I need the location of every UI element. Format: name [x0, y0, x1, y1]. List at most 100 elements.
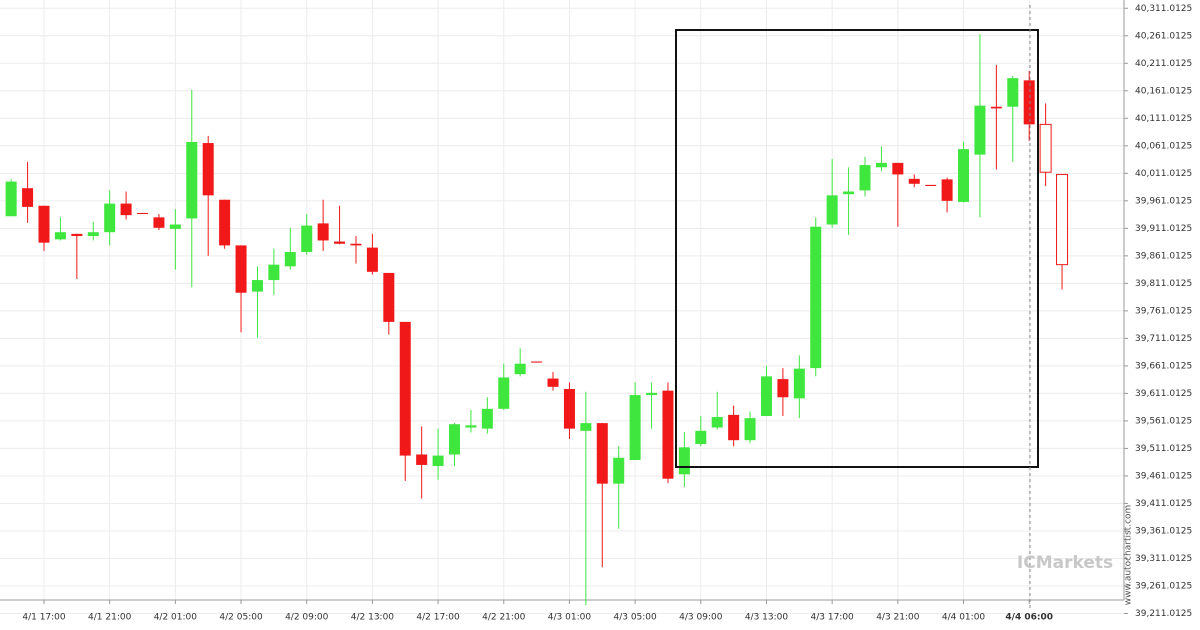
candle-body	[317, 223, 329, 241]
y-tick-label: 39,311.0125	[1135, 554, 1192, 564]
candle-body	[793, 368, 805, 399]
y-tick-label: 39,611.0125	[1135, 389, 1192, 399]
candle-body	[416, 454, 428, 465]
candle-body	[5, 181, 17, 217]
x-tick-label: 4/2 09:00	[285, 613, 329, 623]
candle-body	[71, 233, 83, 237]
y-tick-label: 40,311.0125	[1135, 4, 1192, 14]
x-tick-label: 4/2 21:00	[482, 613, 526, 623]
candle-body	[941, 179, 953, 201]
candle-body	[875, 162, 887, 168]
candle-body	[990, 106, 1002, 109]
candle-body	[366, 247, 378, 272]
x-tick-label: 4/2 17:00	[416, 613, 460, 623]
candle-body	[580, 423, 592, 431]
candle-body	[120, 203, 132, 216]
candle-body	[481, 408, 493, 429]
x-tick-label: 4/2 13:00	[351, 613, 395, 623]
x-tick-label: 4/2 05:00	[219, 613, 263, 623]
candle-body	[613, 457, 625, 484]
y-tick-label: 40,161.0125	[1135, 86, 1192, 96]
y-tick-label: 40,011.0125	[1135, 169, 1192, 179]
candle-body	[547, 378, 559, 387]
candle-body	[219, 199, 231, 246]
candle-body	[137, 212, 149, 215]
candle-body	[1007, 78, 1019, 107]
y-tick-label: 39,811.0125	[1135, 279, 1192, 289]
candle-body	[646, 392, 658, 396]
y-tick-label: 39,911.0125	[1135, 224, 1192, 234]
candle-body	[251, 280, 263, 292]
x-tick-label: 4/4 01:00	[942, 613, 986, 623]
candle-body	[810, 226, 822, 369]
candle-body	[514, 363, 526, 375]
pattern-box	[675, 29, 1039, 468]
candle-body	[301, 225, 313, 253]
candle-body	[235, 245, 247, 293]
candle-body	[87, 232, 99, 237]
candle-body	[1039, 123, 1052, 173]
x-tick-label: 4/4 06:00	[1005, 613, 1053, 623]
candle-body	[908, 178, 920, 184]
y-tick-label: 39,511.0125	[1135, 444, 1192, 454]
y-tick-label: 39,461.0125	[1135, 471, 1192, 481]
candle-body	[465, 425, 477, 428]
candle-body	[268, 264, 280, 281]
candle-body	[760, 376, 772, 416]
x-tick-label: 4/2 01:00	[154, 613, 198, 623]
candle-body	[925, 184, 937, 186]
candle-body	[596, 423, 608, 484]
candle-body	[38, 205, 50, 243]
candle-body	[449, 424, 460, 455]
candle-body	[744, 418, 756, 441]
candle-body	[202, 143, 214, 196]
y-tick-label: 39,861.0125	[1135, 251, 1192, 261]
y-tick-label: 39,961.0125	[1135, 196, 1192, 206]
y-tick-label: 39,711.0125	[1135, 334, 1192, 344]
y-tick-label: 39,761.0125	[1135, 306, 1192, 316]
x-tick-label: 4/3 05:00	[613, 613, 657, 623]
y-tick-label: 39,661.0125	[1135, 361, 1192, 371]
candle-body	[859, 165, 871, 191]
candle-body	[843, 191, 855, 195]
candle-body	[531, 361, 543, 363]
x-tick-label: 4/3 09:00	[679, 613, 723, 623]
candle-body	[662, 390, 674, 479]
candle-body	[284, 252, 296, 267]
y-tick-label: 40,061.0125	[1135, 141, 1192, 151]
candle-body	[892, 162, 904, 175]
y-tick-label: 39,561.0125	[1135, 416, 1192, 426]
candle-body	[629, 395, 641, 460]
candle-body	[563, 389, 575, 429]
y-tick-label: 39,261.0125	[1135, 581, 1192, 591]
candle-body	[169, 224, 181, 229]
x-tick-label: 4/3 17:00	[811, 613, 855, 623]
grid	[0, 0, 1128, 614]
candle-body	[350, 243, 362, 246]
logo: ICMarkets	[1017, 553, 1113, 573]
candle-body	[826, 195, 838, 225]
candle-body	[678, 447, 690, 475]
x-tick-label: 4/1 17:00	[22, 613, 66, 623]
y-tick-label: 40,111.0125	[1135, 114, 1192, 124]
y-tick-label: 39,211.0125	[1135, 609, 1192, 619]
watermark: www.autochartist.com	[1124, 505, 1134, 606]
candle-body	[383, 272, 395, 322]
y-tick-label: 39,361.0125	[1135, 526, 1192, 536]
candle-body	[432, 455, 444, 467]
candle-body	[399, 321, 411, 456]
candle-body	[498, 377, 510, 409]
candle-body	[777, 379, 789, 398]
candle-body	[1056, 173, 1069, 266]
candles	[5, 34, 1069, 606]
candle-body	[1023, 80, 1035, 125]
candle-body	[153, 217, 165, 228]
candle-body	[695, 430, 707, 445]
candle-body	[958, 149, 970, 202]
candle-body	[728, 414, 740, 441]
candle-body	[334, 241, 346, 244]
candle-body	[186, 141, 198, 219]
candle-body	[974, 105, 986, 155]
candle-body	[22, 188, 34, 207]
